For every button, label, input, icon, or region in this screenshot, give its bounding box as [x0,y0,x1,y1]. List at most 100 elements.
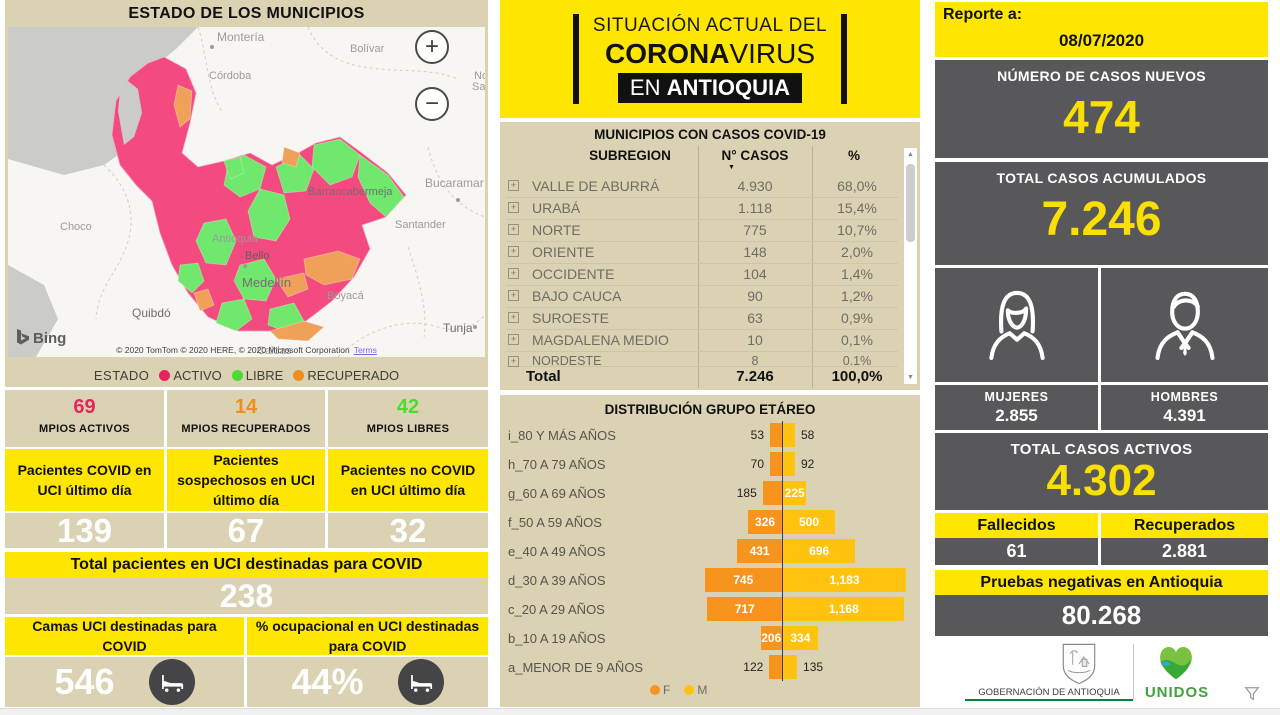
bar-value-m: 334 [790,631,811,645]
pyramid-bar-f[interactable] [704,568,782,592]
legend-item-recuperado[interactable]: RECUPERADO [293,368,399,383]
pyramid-bar-m[interactable] [783,568,907,592]
expand-row-icon[interactable]: + [508,268,519,279]
expand-row-icon[interactable]: + [508,356,519,367]
map-terms-link[interactable]: Terms [353,345,377,355]
pyramid-bar-m[interactable] [783,597,905,621]
filter-icon[interactable] [1244,686,1260,702]
map-place-label: Bucaramar [425,176,484,190]
pyramid-bar-f[interactable] [707,597,782,621]
col-header-subregion[interactable]: SUBREGION [589,148,671,163]
subregion-casos: 1.118 [738,200,772,216]
bar-value-m: 500 [798,515,820,529]
pyramid-bar-f[interactable] [770,423,782,447]
scroll-up-icon[interactable]: ▲ [907,151,914,158]
scroll-down-icon[interactable]: ▼ [907,374,914,381]
table-row[interactable]: + NORTE 775 10,7% [506,220,898,242]
subregion-pct: 0.1% [842,354,872,368]
expand-row-icon[interactable]: + [508,312,519,323]
uci-sospechosos-value: 67 [167,512,325,549]
map-place-label: Boyacá [327,290,365,302]
left-panel: ESTADO DE LOS MUNICIPIOS [5,0,488,387]
table-scrollbar[interactable]: ▲ ▼ [904,148,917,384]
mpios-recuperados-value: 14 [234,396,258,418]
card-mpios-recuperados: 14 MPIOS RECUPERADOS [167,390,325,447]
pyramid-bar-m[interactable] [783,510,835,534]
municipios-map[interactable]: Montería Córdoba Bolívar NoSar Bucaramar Sant… [8,27,485,357]
expand-row-icon[interactable]: + [508,290,519,301]
pyramid-bar-m[interactable] [783,626,818,650]
table-row[interactable]: + ORIENTE 148 2,0% [506,242,898,264]
expand-row-icon[interactable]: + [508,246,519,257]
expand-row-icon[interactable]: + [508,224,519,235]
expand-row-icon[interactable]: + [508,180,519,191]
mujeres-card: MUJERES 2.855 [935,385,1098,430]
pyramid-row: i_80 Y MÁS AÑOS 53 58 [500,423,920,447]
hombres-card: HOMBRES 4.391 [1101,385,1268,430]
table-row[interactable]: + NORDESTE 8 0.1% [506,352,898,368]
legend-item-activo[interactable]: ACTIVO [159,368,222,383]
subregion-name: ORIENTE [532,244,595,260]
pyramid-row: b_10 A 19 AÑOS 206 334 [500,626,920,650]
pyramid-bar-f[interactable] [760,626,782,650]
logo-line1: SITUACIÓN ACTUAL DEL [592,15,828,36]
mpios-activos-value: 69 [73,396,96,418]
pyramid-bar-f[interactable] [770,452,782,476]
table-row[interactable]: + MAGDALENA MEDIO 10 0,1% [506,330,898,352]
map-region-recuperado[interactable] [173,84,361,342]
card-mpios-libres: 42 MPIOS LIBRES [328,390,488,447]
expand-row-icon[interactable]: + [508,334,519,345]
fallecidos-header: Fallecidos [935,513,1098,538]
casos-nuevos-card: NÚMERO DE CASOS NUEVOS 474 [935,60,1268,158]
col-header-pct[interactable]: % [847,148,860,163]
subregion-pct: 0,9% [841,310,873,326]
scrollbar-thumb[interactable] [906,164,915,242]
table-row[interactable]: + VALLE DE ABURRÁ 4.930 68,0% [506,176,898,198]
table-row[interactable]: + URABÁ 1.118 15,4% [506,198,898,220]
pyramid-bar-m[interactable] [783,655,798,679]
bar-value-f: 745 [733,573,754,587]
pyramid-bar-f[interactable] [748,510,782,534]
col-header-casos[interactable]: N° CASOS [721,148,789,163]
pyramid-bar-f[interactable] [769,655,782,679]
table-row[interactable]: + SUROESTE 63 0,9% [506,308,898,330]
map-place-label: Antioquia [212,233,259,245]
pyramid-bar-m[interactable] [783,423,795,447]
logo-right-bar [841,14,848,104]
map-place-label: Quibdó [132,306,171,320]
pyramid-bar-m[interactable] [783,481,807,505]
pyramid-bar-m[interactable] [783,539,856,563]
map-zoom-in-button[interactable]: + [415,30,449,64]
bar-value-f: 326 [755,515,776,529]
mujeres-label: MUJERES [984,390,1049,404]
pyramid-row: f_50 A 59 AÑOS 326 500 [500,510,920,534]
map-place-label: Sar [472,81,485,93]
pyramid-legend-item-f[interactable]: F [650,683,670,697]
pyramid-bar-m[interactable] [783,452,795,476]
sort-descending-icon[interactable]: ▼ [728,164,735,171]
total-pct: 100,0% [831,368,883,385]
legend-item-libre[interactable]: LIBRE [231,368,283,383]
uci-no-covid-title: Pacientes no COVID en UCI último día [328,449,488,511]
column-divider [812,146,813,388]
map-zoom-out-button[interactable]: − [415,87,449,121]
total-uci-title: Total pacientes en UCI destinadas para C… [5,552,488,578]
pyramid-bar-f[interactable] [737,539,782,563]
map-legend-title: ESTADO [93,368,150,383]
column-divider [698,146,699,388]
expand-row-icon[interactable]: + [508,202,519,213]
bar-value-m: 225 [784,486,805,500]
table-row[interactable]: + OCCIDENTE 104 1,4% [506,264,898,286]
bar-value-m: 135 [803,660,824,674]
camas-uci-value: 546 [54,661,115,702]
map-region-libre[interactable] [177,138,405,332]
pyramid-title: DISTRIBUCIÓN GRUPO ETÁREO [604,402,816,417]
table-row[interactable]: + BAJO CAUCA 90 1,2% [506,286,898,308]
map-canvas[interactable]: Montería Córdoba Bolívar NoSar Bucaramar Sant… [8,27,485,357]
pruebas-negativas-title: Pruebas negativas en Antioquia [935,570,1268,595]
map-city-dots [210,45,477,329]
camas-uci-title: Camas UCI destinadas para COVID [5,617,244,655]
pyramid-legend-item-m[interactable]: M [684,683,707,697]
pyramid-bar-f[interactable] [762,481,782,505]
map-place-label: Tunja [443,321,473,335]
